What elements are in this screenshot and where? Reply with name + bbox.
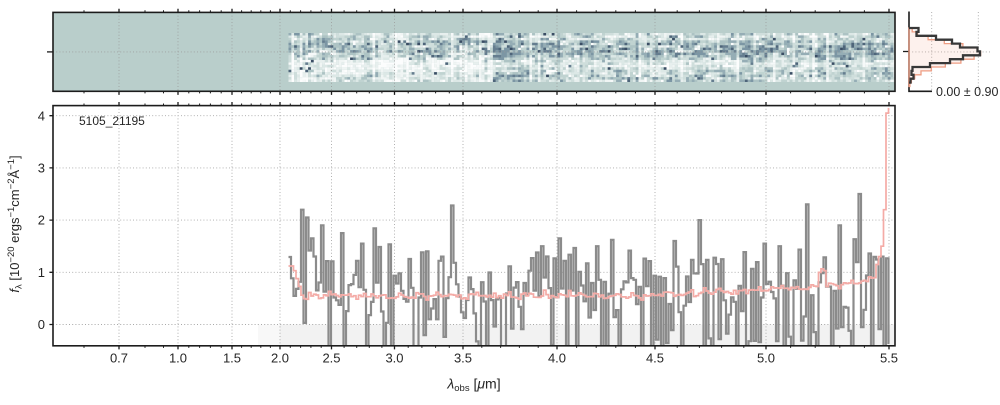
svg-text:5105_21195: 5105_21195	[79, 114, 145, 128]
svg-text:5.0: 5.0	[757, 351, 775, 366]
svg-text:1.0: 1.0	[169, 351, 187, 366]
svg-text:2: 2	[38, 213, 45, 228]
svg-text:2.0: 2.0	[271, 351, 289, 366]
svg-text:1: 1	[38, 265, 45, 280]
svg-text:0.7: 0.7	[110, 351, 128, 366]
svg-text:3.0: 3.0	[385, 351, 403, 366]
svg-text:λobs [μm]: λobs [μm]	[446, 376, 500, 395]
svg-text:2.5: 2.5	[322, 351, 340, 366]
svg-text:3.5: 3.5	[454, 351, 472, 366]
svg-text:5.5: 5.5	[880, 351, 898, 366]
svg-text:4.5: 4.5	[646, 351, 664, 366]
svg-text:4: 4	[38, 108, 45, 123]
svg-text:0: 0	[38, 317, 45, 332]
svg-text:1.5: 1.5	[223, 351, 241, 366]
svg-text:0.00 ± 0.90: 0.00 ± 0.90	[936, 85, 999, 99]
svg-text:fλ [10−20 ergs−1cm−2Å−1]: fλ [10−20 ergs−1cm−2Å−1]	[6, 155, 25, 292]
svg-text:3: 3	[38, 161, 45, 176]
svg-text:4.0: 4.0	[548, 351, 566, 366]
